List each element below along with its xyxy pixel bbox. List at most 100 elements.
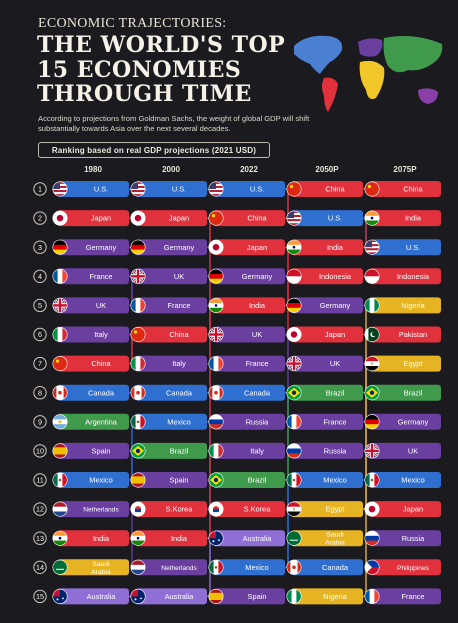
flag-fr-icon — [52, 268, 68, 284]
country-box-bg — [57, 559, 129, 576]
country-label: Japan — [403, 505, 423, 514]
country-box: U.S. — [208, 181, 285, 197]
country-label: Arabia — [91, 569, 111, 576]
rank-number: 15 — [36, 592, 44, 601]
flag-in-icon — [52, 530, 68, 546]
flag-cn-icon — [52, 356, 68, 372]
country-label: U.S. — [406, 243, 420, 252]
country-box-bg — [291, 530, 363, 547]
country-label: Russia — [324, 447, 347, 456]
page-title: THE WORLD'S TOP 15 ECONOMIES THROUGH TIM… — [37, 32, 286, 107]
country-label: Mexico — [167, 417, 190, 426]
country-label: Indonesia — [397, 272, 430, 281]
country-box-bg — [369, 501, 441, 518]
country-box: France — [286, 413, 363, 430]
country-box-bg — [57, 210, 129, 227]
country-label: Pakistan — [399, 330, 427, 339]
country-boxes: U.S. Japan Germany France UK Italy China Canada… — [52, 181, 441, 605]
country-box: Germany — [208, 268, 285, 285]
flag-ph-icon — [364, 559, 380, 575]
country-box-bg — [369, 297, 441, 314]
flag-ng-icon — [364, 297, 380, 313]
column-header-2000: 2000 — [162, 165, 180, 174]
country-box-bg — [213, 530, 285, 547]
country-box-bg — [213, 559, 285, 576]
country-box: Russia — [286, 442, 363, 459]
flag-ca-icon — [208, 385, 224, 401]
country-box: France — [130, 297, 207, 314]
country-label: India — [405, 214, 422, 223]
country-label: China — [169, 330, 189, 339]
country-box: Egypt — [286, 501, 363, 518]
map-asia — [383, 36, 443, 73]
country-label: China — [247, 214, 267, 223]
flag-au-icon — [208, 530, 224, 546]
country-box: Japan — [52, 210, 129, 227]
country-label: Germany — [320, 301, 351, 310]
country-box-bg — [213, 326, 285, 343]
country-label: UK — [174, 272, 184, 281]
country-box-bg — [135, 239, 207, 256]
country-label: India — [171, 534, 188, 543]
country-box: Germany — [52, 239, 129, 256]
country-box-bg — [135, 588, 207, 605]
country-box: Nigeria — [286, 588, 363, 605]
country-label: India — [93, 534, 110, 543]
country-box-bg — [57, 530, 129, 547]
flag-id-icon — [364, 268, 380, 284]
country-label: Mexico — [89, 476, 112, 485]
country-box: Mexico — [208, 559, 285, 576]
country-label: Brazil — [248, 476, 267, 485]
flag-us-icon — [286, 210, 302, 226]
country-label: Australia — [243, 534, 273, 543]
country-box: China — [364, 181, 441, 197]
country-box-bg — [135, 559, 207, 576]
country-box-bg — [135, 384, 207, 401]
country-label: Netherlands — [83, 507, 119, 514]
country-box: Japan — [208, 239, 285, 256]
flag-mx-icon — [286, 472, 302, 488]
country-box-bg — [213, 501, 285, 518]
country-box: Brazil — [208, 472, 285, 488]
country-label: U.S. — [250, 185, 264, 194]
country-label: Australia — [87, 592, 117, 601]
country-box: Australia — [52, 588, 129, 605]
country-box-bg — [369, 239, 441, 256]
flag-de-icon — [364, 414, 380, 430]
country-box-bg — [369, 413, 441, 430]
country-box: Germany — [130, 239, 207, 256]
column-header-2022: 2022 — [240, 165, 258, 174]
country-label: Japan — [91, 214, 111, 223]
country-box-bg — [57, 588, 129, 605]
country-label: Nigeria — [323, 592, 347, 601]
country-box-bg — [135, 326, 207, 343]
country-label: Saudi — [92, 561, 110, 568]
country-box: UK — [286, 355, 363, 372]
flag-br-icon — [286, 385, 302, 401]
country-label: UK — [252, 330, 262, 339]
flag-us-icon — [52, 181, 68, 197]
country-label: Mexico — [401, 476, 424, 485]
flag-br-icon — [208, 472, 224, 488]
flag-us-icon — [208, 181, 224, 197]
country-box: Spain — [52, 442, 129, 459]
rank-number: 1 — [38, 185, 42, 194]
country-box-bg — [213, 181, 285, 197]
country-label: Arabia — [325, 540, 345, 547]
flag-uk-icon — [130, 268, 146, 284]
flag-cn-icon — [208, 210, 224, 226]
flag-uk-icon — [286, 356, 302, 372]
country-label: Italy — [172, 359, 186, 368]
rank-circle — [33, 356, 47, 371]
country-box: Russia — [364, 530, 441, 547]
country-box-bg — [135, 472, 207, 488]
flag-sa-icon — [52, 559, 68, 575]
country-box: Brazil — [130, 442, 207, 459]
country-box-bg — [213, 472, 285, 488]
country-box: France — [208, 355, 285, 372]
country-box-bg — [57, 355, 129, 372]
rank-number: 9 — [38, 417, 42, 426]
